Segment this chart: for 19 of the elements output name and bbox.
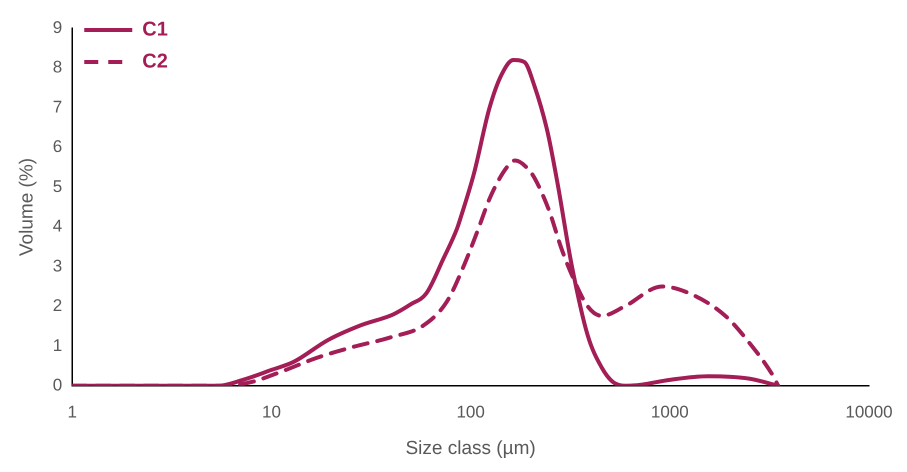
x-tick-label: 10000 (845, 402, 893, 422)
y-tick-label: 5 (52, 176, 62, 196)
x-axis-title: Size class (µm) (406, 438, 536, 459)
legend-label: C1 (142, 18, 168, 41)
legend-label: C2 (142, 50, 168, 73)
y-tick-label: 4 (52, 216, 62, 236)
y-tick-label: 1 (52, 336, 62, 355)
y-tick-label: 8 (52, 58, 62, 77)
y-tick-label: 2 (52, 296, 62, 316)
y-tick-label: 3 (52, 256, 62, 276)
x-tick-label: 1 (68, 402, 77, 422)
x-tick-label: 1000 (650, 402, 689, 422)
x-tick-label: 10 (262, 402, 281, 422)
x-tick-label: 100 (456, 402, 485, 422)
y-axis-title: Volume (%) (16, 158, 38, 256)
y-tick-label: 0 (52, 375, 62, 394)
y-tick-label: 7 (52, 97, 62, 116)
y-tick-label: 9 (52, 18, 62, 37)
y-tick-label: 6 (52, 137, 62, 156)
